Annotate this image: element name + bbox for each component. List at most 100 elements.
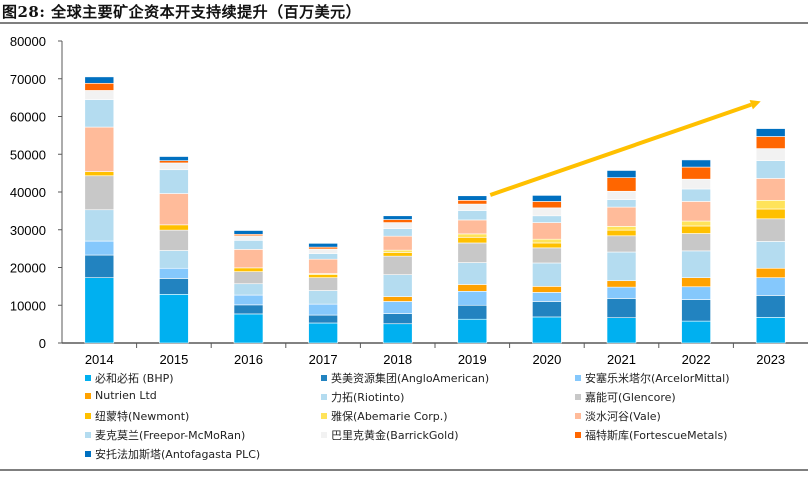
bar-segment <box>159 250 189 269</box>
x-tick-label: 2021 <box>607 352 636 367</box>
legend-label: 麦克莫兰(Freepor-McMoRan) <box>95 429 246 442</box>
bar-segment <box>755 295 786 318</box>
legend-label: 巴里克黄金(BarrickGold) <box>331 429 459 442</box>
bar-segment <box>755 277 786 296</box>
y-tick-label: 60000 <box>10 110 46 125</box>
x-tick-label: 2015 <box>159 352 188 367</box>
bar-segment <box>532 292 562 302</box>
bar-segment <box>606 177 637 192</box>
bar-segment <box>681 178 711 190</box>
bar-segment <box>457 262 488 285</box>
bar-segment <box>532 247 562 264</box>
bar-segment <box>382 249 413 253</box>
bar-segment <box>308 277 338 291</box>
bar-segment <box>159 294 189 344</box>
x-tick-label: 2017 <box>309 352 338 367</box>
legend-swatch <box>575 413 581 419</box>
legend-label: 雅保(Abemarie Corp.) <box>331 410 448 423</box>
bar-segment <box>233 313 264 344</box>
x-tick-label: 2018 <box>383 352 412 367</box>
bar-segment <box>159 267 189 279</box>
bar-segment <box>84 126 115 172</box>
title-divider <box>0 22 808 24</box>
bar-segment <box>755 178 786 201</box>
legend-item: 麦克莫兰(Freepor-McMoRan) <box>85 427 245 443</box>
bar-segment <box>681 286 711 300</box>
bar-segment <box>233 294 264 306</box>
bar-segment <box>84 240 115 256</box>
bar-segment <box>681 277 711 288</box>
bar-segment <box>233 240 264 250</box>
bar-segment <box>532 215 562 223</box>
bar-segment <box>606 170 637 178</box>
bar-segment <box>159 278 189 295</box>
legend-swatch <box>575 375 581 381</box>
bar-segment <box>681 166 711 180</box>
legend-item: 必和必拓 (BHP) <box>85 370 174 386</box>
bar-segment <box>755 136 786 149</box>
bar-segment <box>308 243 338 248</box>
legend-item: 淡水河谷(Vale) <box>575 408 661 424</box>
legend-swatch <box>321 375 327 381</box>
y-axis: 0 10000 20000 30000 40000 50000 60000 70000 8000… <box>10 34 63 351</box>
bar-segment <box>457 284 488 292</box>
bar-segment <box>681 188 711 202</box>
bar-stack-2023 <box>755 128 786 344</box>
bar-segment <box>755 317 786 344</box>
y-tick-label: 30000 <box>10 223 46 238</box>
legend-label: 力拓(Riotinto) <box>331 391 405 404</box>
bar-segment <box>532 286 562 293</box>
bar-segment <box>681 220 711 227</box>
bar-segment <box>382 252 413 257</box>
trend-arrow-shaft <box>489 102 752 197</box>
bar-segment <box>532 262 562 287</box>
legend-item: 安托法加斯塔(Antofagasta PLC) <box>85 446 260 462</box>
bar-segment <box>457 290 488 306</box>
legend-label: 安托法加斯塔(Antofagasta PLC) <box>95 448 261 461</box>
bar-segment <box>382 228 413 237</box>
bar-segment <box>233 304 264 315</box>
bar-segment <box>382 313 413 325</box>
bar-segment <box>532 201 562 209</box>
bar-segment <box>457 242 488 263</box>
bar-segment <box>532 222 562 240</box>
bar-segment <box>457 195 488 201</box>
bar-segment <box>606 251 637 282</box>
bar-segment <box>606 199 637 208</box>
bar-segment <box>308 248 338 254</box>
bar-segment <box>159 156 189 161</box>
legend-swatch <box>321 413 327 419</box>
bar-segment <box>606 286 637 299</box>
bar-segment <box>308 274 338 278</box>
bar-segment <box>84 254 115 278</box>
bar-segment <box>532 242 562 249</box>
y-tick-label: 0 <box>39 336 46 351</box>
bar-segment <box>457 237 488 244</box>
bar-segment <box>681 250 711 278</box>
bar-segment <box>84 76 115 84</box>
bar-segment <box>606 280 637 288</box>
legend-label: Nutrien Ltd <box>95 389 157 402</box>
legend: 必和必拓 (BHP) 英美资源集团(AngloAmerican) 安塞乐米塔尔(Ar… <box>0 370 808 466</box>
bar-segment <box>84 277 115 344</box>
legend-item: 福特斯库(FortescueMetals) <box>575 427 727 443</box>
bottom-divider <box>0 469 808 471</box>
legend-item: Nutrien Ltd <box>85 389 157 402</box>
bar-segment <box>382 219 413 223</box>
bar-segment <box>382 301 413 314</box>
bar-segment <box>457 304 488 320</box>
bar-segment <box>606 235 637 253</box>
stacked-bar-chart: 0 10000 20000 30000 40000 50000 60000 70000 8000… <box>10 34 808 367</box>
y-tick-label: 10000 <box>10 298 46 313</box>
bar-segment <box>308 258 338 274</box>
bar-stack-2021 <box>606 170 637 344</box>
legend-swatch <box>321 394 327 400</box>
trend-arrow <box>489 99 761 197</box>
legend-swatch <box>85 375 91 381</box>
bar-segment <box>457 200 488 205</box>
bar-stack-2018 <box>382 215 413 344</box>
legend-item: 英美资源集团(AngloAmerican) <box>321 370 489 386</box>
bar-segment <box>308 322 338 344</box>
legend-label: 淡水河谷(Vale) <box>585 410 661 423</box>
bar-segment <box>84 82 115 91</box>
